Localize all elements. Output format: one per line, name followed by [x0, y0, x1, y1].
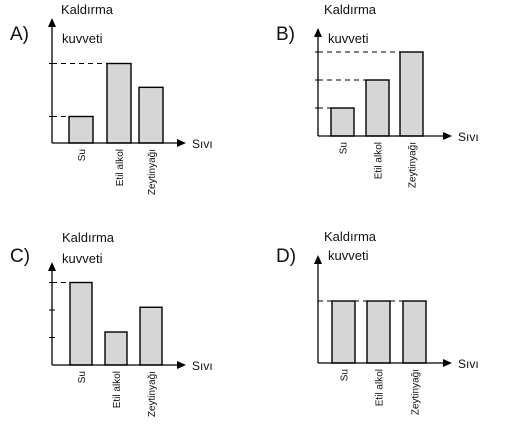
chart-panel-2: B) Kaldırma kuvveti Sıvı Su Etil alkol Zeytiny… [276, 2, 479, 188]
y-axis-label-line-2: kuvveti [328, 248, 369, 263]
category-label: Zeytinyağı [147, 371, 158, 417]
category-label: Su [339, 142, 350, 154]
chart-panel-4: D) Kaldırma kuvveti Sıvı Su Etil alkol Zeytiny… [276, 229, 479, 415]
y-axis-label-line-2: kuvveti [62, 31, 103, 46]
option-label: B) [276, 24, 295, 45]
category-label: Zeytinyağı [408, 142, 419, 188]
category-label: Su [77, 149, 88, 161]
x-axis-arrow-icon [443, 132, 452, 140]
y-axis-arrow-icon [314, 255, 322, 264]
y-axis-label-line-1: Kaldırma [324, 2, 377, 17]
option-label: A) [10, 24, 29, 45]
chart-panel-3: C) Kaldırma kuvveti Sıvı Su Etil alkol Zeytiny… [10, 230, 213, 417]
bar-etil-alkol [365, 79, 390, 137]
category-label: Etil alkol [115, 149, 126, 186]
y-axis-label-line-2: kuvveti [328, 31, 369, 46]
y-axis-arrow-icon [48, 18, 56, 27]
bar-etil-alkol [104, 331, 128, 366]
y-axis-label-line-2: kuvveti [62, 251, 103, 266]
y-axis-arrow-icon [48, 262, 56, 271]
category-label: Zeytinyağı [411, 369, 422, 415]
bar-su [330, 107, 355, 137]
x-axis-label: Sıvı [458, 357, 479, 371]
bar-zeytinya- [399, 51, 424, 137]
option-label: C) [10, 246, 30, 267]
bar-zeytinya- [138, 86, 164, 144]
category-label: Su [77, 371, 88, 383]
x-axis-label: Sıvı [192, 137, 213, 151]
option-label: D) [276, 246, 296, 267]
category-label: Etil alkol [375, 369, 386, 406]
y-axis-label-line-1: Kaldırma [324, 229, 377, 244]
bar-etil-alkol [106, 62, 132, 144]
x-axis-label: Sıvı [458, 130, 479, 144]
category-label: Etil alkol [374, 142, 385, 179]
bar-su [331, 300, 356, 364]
category-label: Zeytinyağı [147, 149, 158, 195]
category-label: Su [340, 369, 351, 381]
x-axis-arrow-icon [177, 361, 186, 369]
bar-su [68, 115, 94, 144]
chart-panel-1: A) Kaldırma kuvveti Sıvı Su Etil alkol Zeytiny… [10, 2, 213, 195]
bar-zeytinya- [139, 306, 163, 366]
y-axis-label-line-1: Kaldırma [62, 230, 115, 245]
bar-zeytinya- [402, 300, 427, 364]
x-axis-label: Sıvı [192, 359, 213, 373]
bar-etil-alkol [366, 300, 391, 364]
y-axis-arrow-icon [314, 28, 322, 37]
category-label: Etil alkol [112, 371, 123, 408]
bar-su [69, 281, 93, 366]
y-axis-label-line-1: Kaldırma [61, 2, 114, 17]
x-axis-arrow-icon [177, 139, 186, 147]
x-axis-arrow-icon [443, 359, 452, 367]
